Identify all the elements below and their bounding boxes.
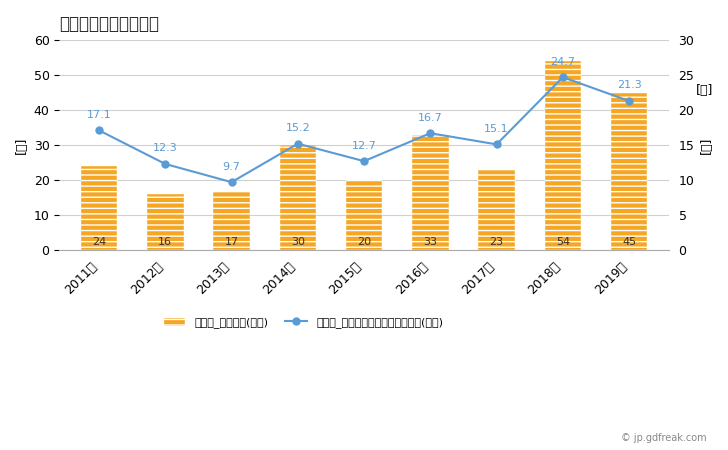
Text: 30: 30	[290, 237, 305, 247]
Text: 20: 20	[357, 237, 371, 247]
Text: 12.7: 12.7	[352, 141, 376, 151]
Text: [％]: [％]	[696, 84, 713, 96]
Text: 16.7: 16.7	[418, 112, 443, 123]
Text: 45: 45	[622, 237, 636, 247]
Text: 12.3: 12.3	[153, 144, 178, 153]
Text: 21.3: 21.3	[617, 81, 641, 90]
Bar	[611, 93, 647, 250]
Bar	[147, 194, 183, 250]
Text: 16: 16	[158, 237, 173, 247]
Bar	[213, 190, 250, 250]
Text: © jp.gdfreak.com: © jp.gdfreak.com	[620, 433, 706, 443]
Bar	[478, 170, 515, 250]
Text: 17: 17	[224, 237, 239, 247]
Text: 33: 33	[423, 237, 438, 247]
Bar	[280, 145, 316, 250]
Bar	[545, 61, 581, 250]
Text: 17.1: 17.1	[87, 110, 111, 120]
Text: 15.2: 15.2	[285, 123, 310, 133]
Text: 15.1: 15.1	[484, 124, 509, 134]
Legend: 非木造_建築物数(左軸), 非木造_全建築物数にしめるシェア(右軸): 非木造_建築物数(左軸), 非木造_全建築物数にしめるシェア(右軸)	[159, 312, 448, 333]
Bar	[346, 180, 382, 250]
Y-axis label: [棟]: [棟]	[15, 136, 28, 154]
Text: 54: 54	[555, 237, 570, 247]
Text: 23: 23	[489, 237, 504, 247]
Y-axis label: [％]: [％]	[700, 136, 713, 154]
Text: 24.7: 24.7	[550, 57, 575, 67]
Text: 非木造建築物数の推移: 非木造建築物数の推移	[59, 15, 159, 33]
Text: 24: 24	[92, 237, 106, 247]
Bar	[81, 166, 117, 250]
Text: 9.7: 9.7	[223, 162, 240, 171]
Bar	[412, 135, 448, 250]
